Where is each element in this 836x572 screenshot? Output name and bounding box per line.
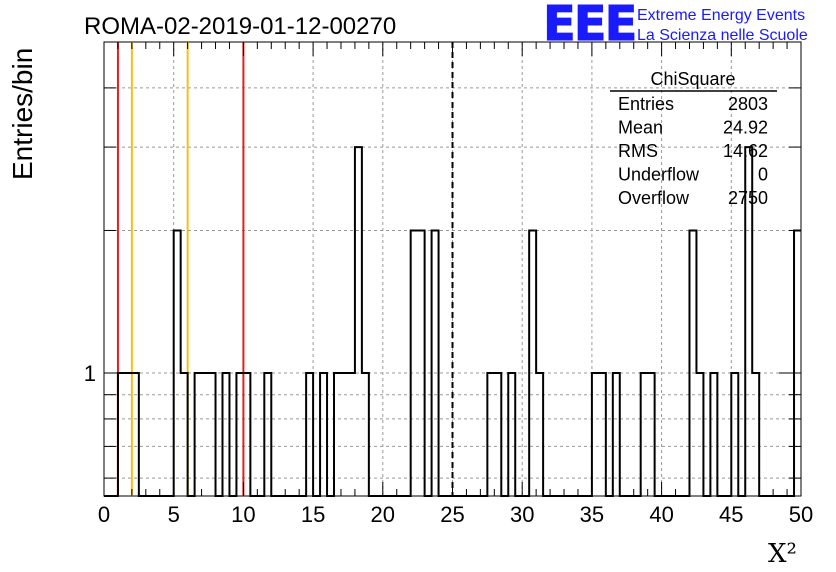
histogram-series [104, 146, 801, 497]
x-tick-label: 0 [98, 502, 110, 527]
stats-label: Entries [618, 94, 674, 114]
stats-value: 0 [758, 165, 768, 185]
x-axis-label: X² [768, 539, 797, 569]
chart-title: ROMA-02-2019-01-12-00270 [84, 13, 396, 40]
eee-logo-mark: EEE [543, 0, 635, 52]
y-axis-label: Entries/bin [7, 48, 38, 180]
stats-value: 14.62 [723, 141, 768, 161]
eee-logo-line2: La Scienza nelle Scuole [637, 27, 808, 44]
x-tick-label: 40 [649, 502, 673, 527]
stats-label: RMS [618, 141, 658, 161]
stats-box: ChiSquare Entries 2803 Mean 24.92 RMS 14.62 Un… [610, 69, 777, 208]
stats-label: Underflow [618, 165, 700, 185]
eee-logo-line1: Extreme Energy Events [637, 7, 805, 24]
x-tick-label: 20 [371, 502, 395, 527]
x-tick-label: 45 [719, 502, 743, 527]
stats-title: ChiSquare [650, 69, 735, 89]
y-tick-label: 1 [84, 361, 96, 386]
x-tick-label: 25 [440, 502, 464, 527]
reference-lines [116, 42, 454, 496]
x-tick-label: 50 [789, 502, 813, 527]
x-tick-label: 10 [231, 502, 255, 527]
x-tick-label: 30 [510, 502, 534, 527]
stats-value: 24.92 [723, 118, 768, 138]
stats-value: 2750 [728, 188, 768, 208]
x-tick-label: 15 [301, 502, 325, 527]
stats-value: 2803 [728, 94, 768, 114]
eee-logo: EEE Extreme Energy Events La Scienza nel… [543, 0, 808, 53]
axis-ticks: 0 5 10 15 20 25 30 35 40 45 50 1 [84, 41, 813, 527]
stats-label: Mean [618, 118, 663, 138]
x-tick-label: 35 [580, 502, 604, 527]
stats-label: Overflow [618, 188, 690, 208]
x-tick-label: 5 [168, 502, 180, 527]
